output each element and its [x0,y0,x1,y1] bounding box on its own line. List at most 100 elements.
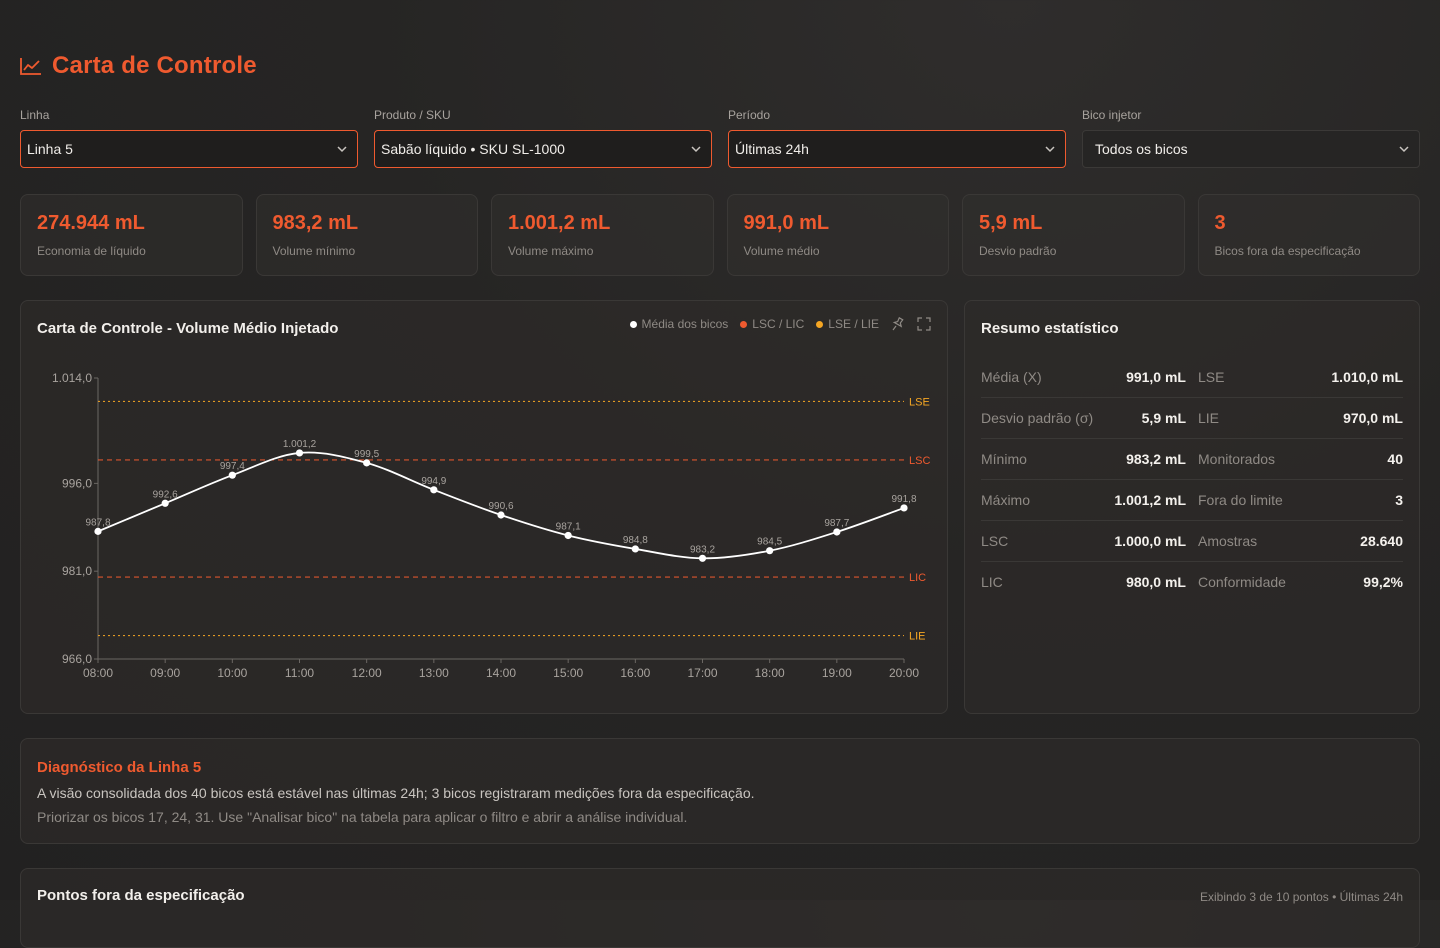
data-label: 987,1 [556,521,581,532]
kpi-value: 5,9 mL [979,212,1043,234]
data-point [228,471,236,479]
x-tick-label: 13:00 [419,666,449,680]
data-label: 990,6 [488,501,513,512]
stat-label: Mínimo [981,451,1027,467]
data-point [94,527,102,535]
out-of-spec-panel: Pontos fora da especificação Exibindo 3 … [20,868,1420,948]
x-tick-label: 14:00 [486,666,516,680]
chart-legend: Média dos bicos LSC / LIC LSE / LIE [629,317,931,331]
legend-dot [740,320,748,328]
stat-label: LSC [981,533,1009,549]
legend-item-spec-limits: LSE / LIE [816,317,879,331]
stat-value: 983,2 mL [1126,451,1186,467]
legend-label: Média dos bicos [641,317,729,331]
stat-value: 980,0 mL [1126,574,1186,590]
stat-label: Desvio padrão (σ) [981,410,1094,426]
stat-item: Máximo 1.001,2 mL [981,492,1186,508]
kpi-value: 1.001,2 mL [508,212,611,234]
kpi-card-mean: 991,0 mL Volume médio [726,194,949,276]
diagnosis-panel: Diagnóstico da Linha 5 A visão consolida… [20,738,1420,844]
expand-icon[interactable] [917,317,931,331]
x-tick-label: 09:00 [150,666,180,680]
data-point [766,547,774,555]
product-select[interactable]: Sabão líquido • SKU SL-1000 [374,130,712,168]
data-label: 987,7 [824,518,849,529]
data-point [363,459,371,467]
stat-item: Desvio padrão (σ) 5,9 mL [981,410,1186,426]
filter-label: Período [728,108,771,122]
line-select[interactable]: Linha 5 [20,130,358,168]
filter-line: Linha Linha 5 [20,108,358,168]
diagnosis-recommendation: Priorizar os bicos 17, 24, 31. Use "Anal… [37,809,688,825]
stats-row: LSC 1.000,0 mL Amostras 28.640 [981,521,1403,562]
x-tick-label: 12:00 [352,666,382,680]
stat-item: Média (X) 991,0 mL [981,369,1186,385]
legend-label: LSE / LIE [828,317,879,331]
stat-item: Mínimo 983,2 mL [981,451,1186,467]
stat-value: 1.001,2 mL [1114,492,1186,508]
kpi-caption: Volume máximo [508,244,594,258]
page-header: Carta de Controle [20,52,257,80]
kpi-caption: Desvio padrão [979,244,1057,258]
legend-dot [816,320,824,328]
period-select[interactable]: Últimas 24h [728,130,1066,168]
x-tick-label: 20:00 [889,666,919,680]
legend-item-control-limits: LSC / LIC [740,317,804,331]
select-value: Linha 5 [27,141,73,157]
chevron-down-icon [691,146,701,153]
data-point [161,499,169,507]
kpi-card-min: 983,2 mL Volume mínimo [255,194,478,276]
reference-label-lic: LIC [909,572,926,584]
x-tick-label: 11:00 [285,666,314,680]
stat-item: Amostras 28.640 [1198,533,1403,549]
stat-label: Fora do limite [1198,492,1283,508]
data-label: 983,2 [690,544,715,555]
data-point [497,511,505,519]
stat-item: Monitorados 40 [1198,451,1403,467]
filter-label: Linha [20,108,50,122]
pin-icon[interactable] [891,317,905,331]
data-point [900,504,908,512]
stats-row: Máximo 1.001,2 mL Fora do limite 3 [981,480,1403,521]
select-value: Últimas 24h [735,141,809,157]
chevron-down-icon [1399,146,1409,153]
kpi-caption: Bicos fora da especificação [1214,244,1361,258]
kpi-value: 991,0 mL [743,212,830,234]
data-point [564,531,572,540]
out-of-spec-meta: Exibindo 3 de 10 pontos • Últimas 24h [1200,890,1403,904]
stat-item: LIC 980,0 mL [981,574,1186,590]
kpi-caption: Economia de líquido [37,244,146,258]
kpi-value: 3 [1214,212,1226,234]
stat-value: 40 [1387,451,1403,467]
kpi-value: 274.944 mL [37,212,145,234]
control-chart-panel: 966,0 981,0 996,0 1.014,0 08:00 09:00 10:00 11:… [20,300,948,714]
kpi-card-savings: 274.944 mL Economia de líquido [20,194,243,276]
filter-label: Produto / SKU [374,108,451,122]
stat-value: 5,9 mL [1141,410,1186,426]
stat-label: LIC [981,574,1003,590]
data-point [631,545,639,553]
stat-value: 28.640 [1360,533,1403,549]
data-label: 992,6 [153,489,178,500]
chevron-down-icon [1045,146,1055,153]
x-tick-label: 18:00 [755,666,785,680]
stats-row: Média (X) 991,0 mL LSE 1.010,0 mL [981,357,1403,398]
stat-item: Fora do limite 3 [1198,492,1403,508]
stat-label: LSE [1198,369,1225,385]
stat-label: LIE [1198,410,1220,426]
reference-label-lie: LIE [909,631,926,643]
filter-product: Produto / SKU Sabão líquido • SKU SL-100… [374,108,712,168]
stat-item: Conformidade 99,2% [1198,574,1403,590]
page-title: Carta de Controle [52,52,257,79]
data-label: 994,9 [421,476,446,487]
data-label: 984,8 [623,535,648,546]
stat-label: Máximo [981,492,1031,508]
x-tick-label: 19:00 [822,666,852,680]
nozzle-select[interactable]: Todos os bicos [1082,130,1420,168]
x-tick-label: 16:00 [620,666,650,680]
stats-row: Mínimo 983,2 mL Monitorados 40 [981,439,1403,480]
data-label: 999,5 [354,449,379,460]
stat-value: 970,0 mL [1343,410,1403,426]
kpi-caption: Volume médio [743,244,820,258]
x-tick-label: 15:00 [553,666,583,680]
